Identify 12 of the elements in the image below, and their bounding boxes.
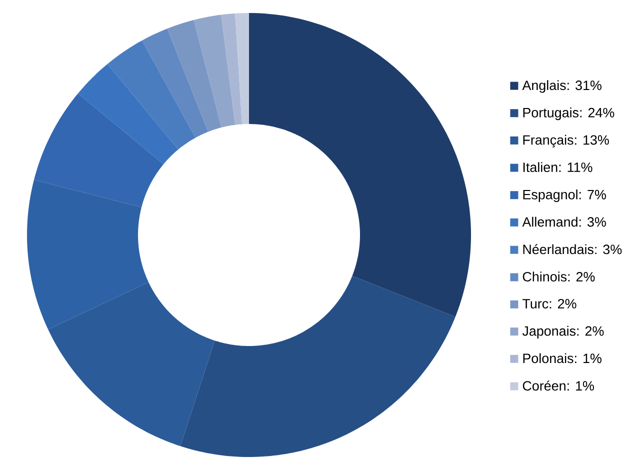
legend-label: Portugais: 24% — [523, 108, 614, 120]
legend-label: Français: 13% — [523, 134, 609, 148]
legend-label: Italien: 11% — [523, 162, 592, 172]
legend-label: Néerlandais: 3% — [523, 244, 622, 254]
legend-label: Coréen: 1% — [522, 380, 594, 391]
legend-label: Chinois: 2% — [522, 272, 595, 282]
legend-label: Japonais: 2% — [522, 326, 604, 338]
legend-label: Allemand: 3% — [522, 216, 606, 227]
legend-label: Espagnol: 7% — [523, 189, 606, 202]
legend-label: Polonais: 1% — [523, 353, 602, 364]
legend-label: Anglais: 31% — [522, 80, 602, 93]
legend-label: Turc: 2% — [522, 298, 576, 308]
